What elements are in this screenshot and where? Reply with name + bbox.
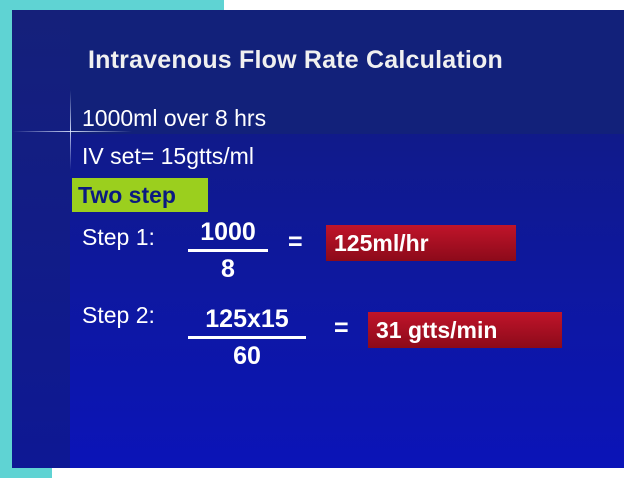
sparkle-decoration-vertical xyxy=(70,90,71,170)
header-band xyxy=(70,10,624,134)
step-2-equals: = xyxy=(334,314,349,342)
sparkle-decoration-horizontal xyxy=(12,131,132,132)
given-volume-time: 1000ml over 8 hrs xyxy=(82,105,267,131)
two-step-highlight: Two step xyxy=(72,178,208,212)
frame-accent-top xyxy=(0,0,224,12)
given-iv-set: IV set= 15gtts/ml xyxy=(82,143,254,169)
step-2-label: Step 2: xyxy=(82,302,155,328)
step-1-denominator: 8 xyxy=(221,255,235,283)
step-1-numerator: 1000 xyxy=(188,217,268,252)
step-2-fraction: 125x15 60 xyxy=(188,304,306,371)
step-1-equals: = xyxy=(288,228,303,256)
step-1-label: Step 1: xyxy=(82,224,155,250)
step-1-result: 125ml/hr xyxy=(326,225,516,261)
step-2-numerator: 125x15 xyxy=(188,304,306,339)
step-2-result: 31 gtts/min xyxy=(368,312,562,348)
left-band xyxy=(12,10,70,468)
step-1-fraction: 1000 8 xyxy=(188,217,268,284)
slide-title: Intravenous Flow Rate Calculation xyxy=(88,46,503,74)
presentation-slide: Intravenous Flow Rate Calculation 1000ml… xyxy=(12,10,624,468)
step-2-denominator: 60 xyxy=(233,342,261,370)
frame-accent-bottom xyxy=(0,466,52,478)
frame-accent-left xyxy=(0,0,12,478)
